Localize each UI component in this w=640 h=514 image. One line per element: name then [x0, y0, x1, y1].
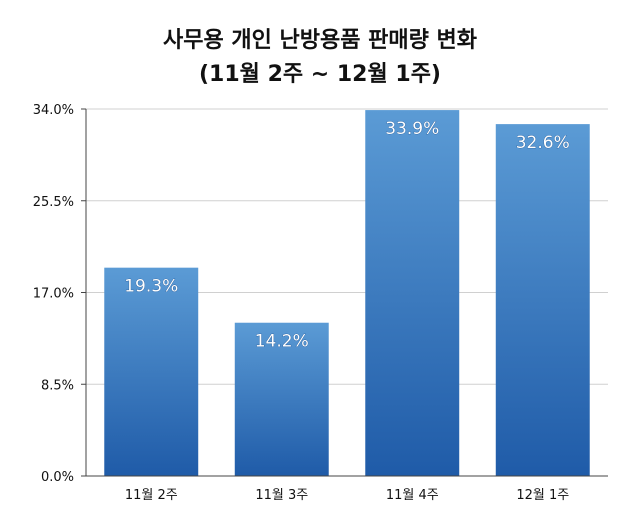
x-tick-label: 11월 4주 — [386, 488, 439, 503]
chart-subtitle: (11월 2주 ~ 12월 1주) — [199, 62, 441, 87]
data-label: 33.9% — [385, 119, 439, 139]
y-tick-label: 25.5% — [33, 195, 74, 210]
bar — [104, 267, 199, 476]
x-tick-label: 11월 2주 — [125, 488, 178, 503]
data-label: 19.3% — [124, 277, 178, 297]
data-label: 32.6% — [516, 133, 570, 153]
chart-title: 사무용 개인 난방용품 판매량 변화 — [163, 28, 477, 53]
y-tick-label: 0.0% — [41, 470, 74, 485]
y-tick-label: 34.0% — [33, 103, 74, 118]
x-tick-label: 12월 1주 — [516, 488, 569, 503]
x-tick-label: 11월 3주 — [255, 488, 308, 503]
bar — [495, 124, 590, 477]
bar — [234, 322, 329, 476]
bar — [365, 110, 460, 477]
y-tick-label: 17.0% — [33, 287, 74, 302]
y-tick-label: 8.5% — [41, 378, 74, 393]
data-label: 14.2% — [255, 332, 309, 352]
